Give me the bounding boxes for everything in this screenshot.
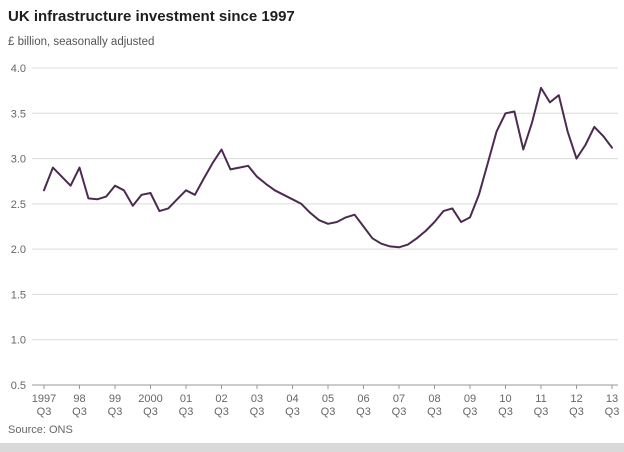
x-tick-label-year-04: 04 (286, 393, 298, 405)
x-tick-label-quarter-06: Q3 (356, 406, 371, 418)
investment-data-line (43, 86, 613, 249)
x-tick-label-year-98: 98 (73, 393, 85, 405)
y-tick-label-3.5: 3.5 (11, 108, 26, 120)
y-tick-label-2.5: 2.5 (11, 199, 26, 211)
x-tick-label-year-1997: 1997 (32, 393, 56, 405)
x-tick-label-quarter-1997: Q3 (37, 406, 52, 418)
x-tick-label-quarter-2000: Q3 (143, 406, 158, 418)
x-tick-label-year-06: 06 (357, 393, 369, 405)
x-tick-label-quarter-07: Q3 (392, 406, 407, 418)
x-tick-label-year-05: 05 (322, 393, 334, 405)
x-tick-label-year-11: 11 (535, 393, 546, 405)
x-tick-label-year-99: 99 (109, 393, 121, 405)
chart-subtitle: £ billion, seasonally adjusted (8, 36, 155, 48)
y-tick-label-1.5: 1.5 (11, 289, 26, 301)
x-tick-label-year-02: 02 (215, 393, 227, 405)
x-tick-label-quarter-09: Q3 (463, 406, 478, 418)
source-attribution: Source: ONS (8, 424, 73, 436)
y-tick-label-1.0: 1.0 (11, 335, 26, 347)
x-tick-label-quarter-04: Q3 (285, 406, 300, 418)
x-tick-label-quarter-11: Q3 (534, 406, 549, 418)
x-tick-label-quarter-10: Q3 (498, 406, 513, 418)
x-tick-label-year-09: 09 (464, 393, 476, 405)
x-tick-label-year-10: 10 (499, 393, 511, 405)
y-tick-label-4.0: 4.0 (11, 63, 26, 75)
x-tick-label-quarter-05: Q3 (321, 406, 336, 418)
x-tick-label-quarter-98: Q3 (72, 406, 87, 418)
x-tick-label-year-12: 12 (570, 393, 582, 405)
x-tick-label-year-07: 07 (393, 393, 405, 405)
x-tick-label-quarter-03: Q3 (250, 406, 265, 418)
x-tick-label-year-2000: 2000 (138, 393, 162, 405)
y-tick-label-0.5: 0.5 (11, 380, 26, 392)
x-tick-label-year-13: 13 (606, 393, 618, 405)
x-tick-label-quarter-01: Q3 (179, 406, 194, 418)
x-tick-label-quarter-08: Q3 (427, 406, 442, 418)
chart-title: UK infrastructure investment since 1997 (8, 8, 295, 25)
x-tick-label-quarter-02: Q3 (214, 406, 229, 418)
x-tick-label-year-08: 08 (428, 393, 440, 405)
footer-divider-bar (0, 443, 624, 452)
y-tick-label-3.0: 3.0 (11, 154, 26, 166)
x-tick-label-quarter-13: Q3 (605, 406, 620, 418)
x-tick-label-quarter-99: Q3 (108, 406, 123, 418)
x-tick-label-quarter-12: Q3 (569, 406, 584, 418)
x-tick-label-year-01: 01 (180, 393, 192, 405)
x-tick-label-year-03: 03 (251, 393, 263, 405)
y-tick-label-2.0: 2.0 (11, 244, 26, 256)
